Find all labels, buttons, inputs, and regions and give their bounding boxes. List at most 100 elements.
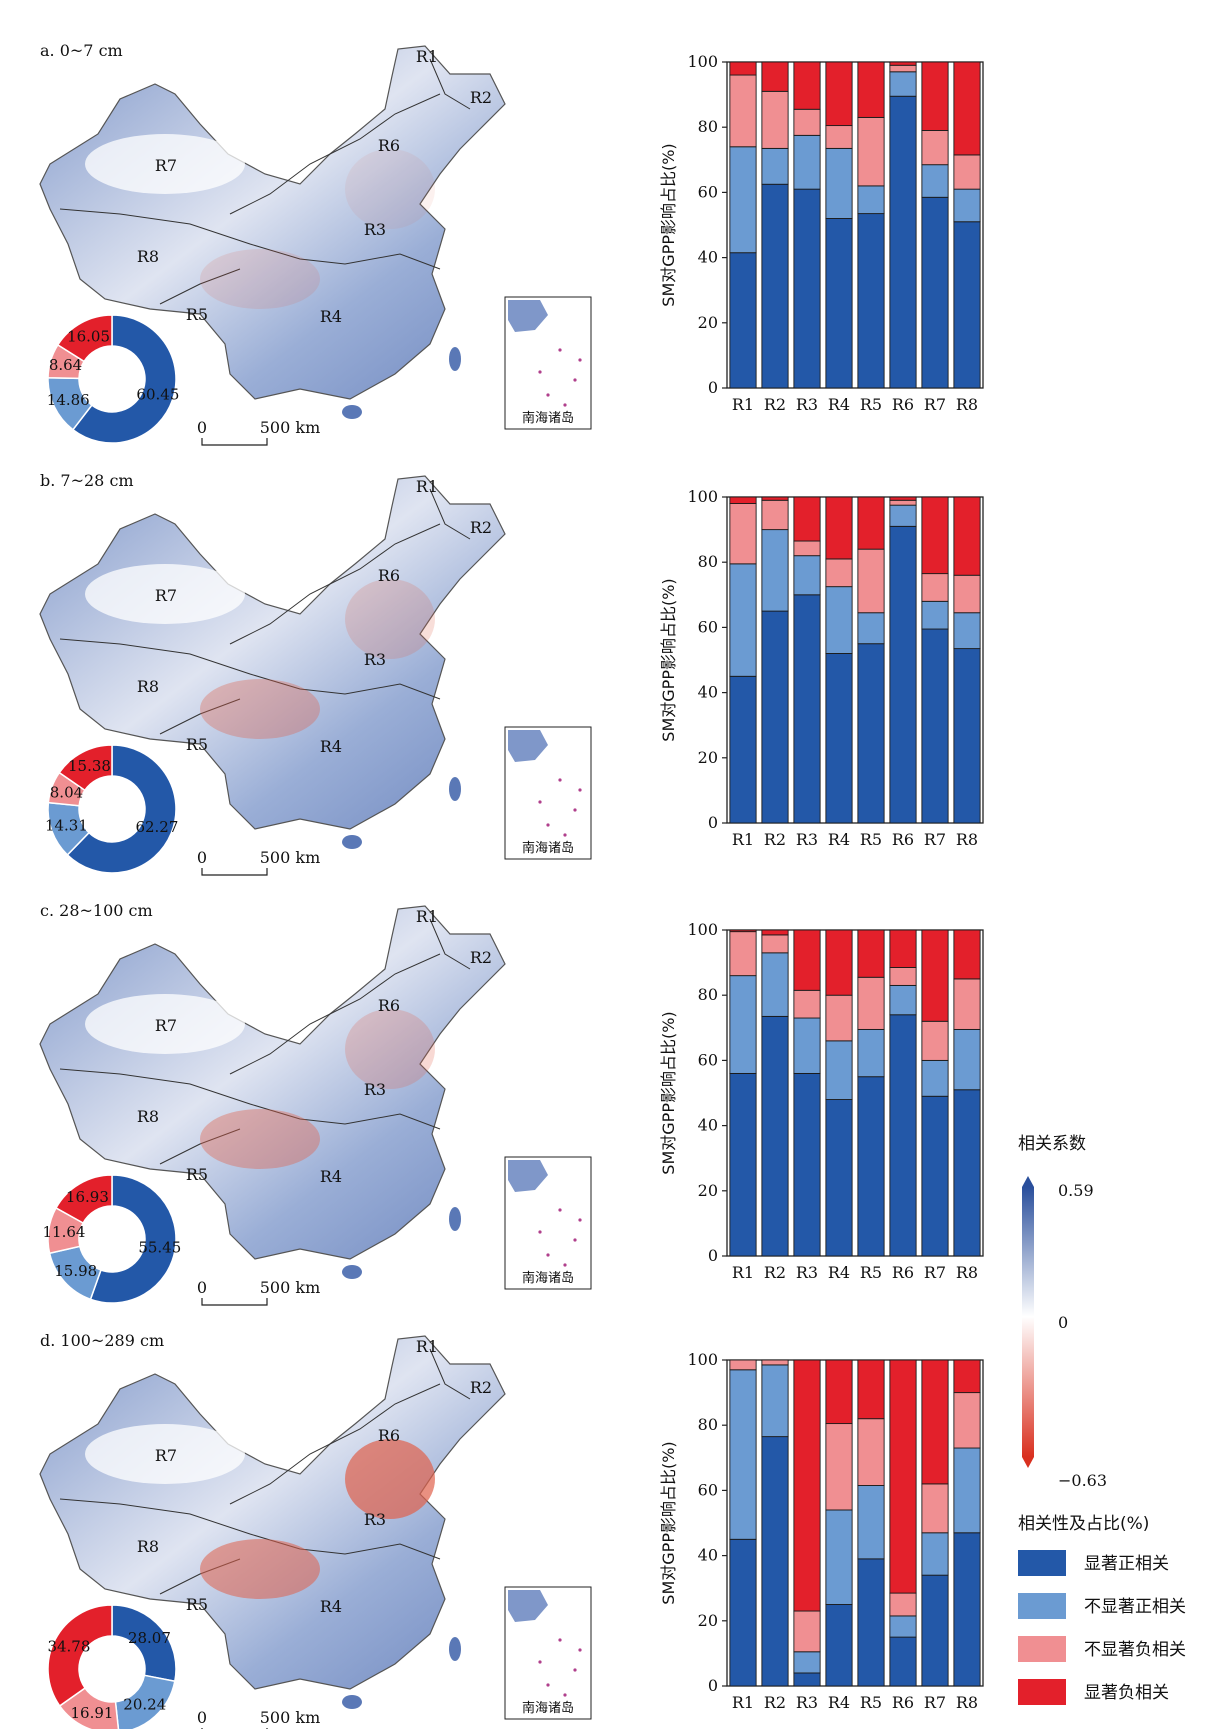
negative-correlation-patch <box>345 149 435 229</box>
bar-segment <box>825 929 853 996</box>
scale-bar-label: 500 km <box>260 1278 321 1297</box>
bar-segment <box>793 134 821 190</box>
low-correlation-patch <box>85 1424 245 1484</box>
y-tick-label: 0 <box>708 1676 718 1695</box>
island-dot <box>538 1660 542 1664</box>
bar-segment <box>825 1040 853 1100</box>
stacked-bar-chart: 0 20 40 60 80 100 R1 R2 R3 R4 R5 R6 R7 R8 SM对GPP影响占比(%… <box>659 52 984 414</box>
bar-segment <box>825 1099 853 1257</box>
region-label: R5 <box>186 735 208 754</box>
bar-segment <box>921 164 949 198</box>
region-label: R2 <box>470 88 492 107</box>
bar-segment <box>729 929 757 933</box>
bar-segment <box>761 952 789 1017</box>
bar-segment <box>825 1423 853 1511</box>
region-border <box>429 1348 471 1400</box>
region-label: R8 <box>137 677 159 696</box>
legend-title: 相关性及占比(%) <box>1018 1514 1149 1534</box>
region-border <box>429 918 471 970</box>
region-label: R7 <box>155 156 177 175</box>
bar-segment <box>889 504 917 527</box>
bar-segment <box>953 188 981 223</box>
negative-correlation-patch <box>345 579 435 659</box>
bar-segment <box>825 558 853 588</box>
bar-segment <box>953 154 981 190</box>
panel-label: c. 28~100 cm <box>40 901 153 920</box>
bar-segment <box>921 573 949 602</box>
y-axis-label: SM对GPP影响占比(%) <box>659 1441 678 1604</box>
bar-segment <box>889 967 917 986</box>
china-map: R1 R2 R6 R7 R3 R8 R4 R5 <box>39 45 506 419</box>
y-tick-label: 60 <box>698 1050 718 1069</box>
island-dot <box>546 1683 550 1687</box>
donut-chart: 55.45 15.98 11.64 16.93 <box>43 1174 181 1304</box>
bar-segment <box>889 1014 917 1257</box>
region-label: R3 <box>364 1080 386 1099</box>
y-tick-label: 40 <box>698 1546 718 1565</box>
region-border <box>59 1068 441 1130</box>
bar-segment <box>953 1089 981 1257</box>
bar-segment <box>921 1059 949 1097</box>
bar-segment <box>857 548 885 614</box>
bar-segment <box>857 1485 885 1560</box>
x-tick-label: R5 <box>860 1693 882 1712</box>
bar-segment <box>889 1359 917 1594</box>
bar-segment <box>889 61 917 66</box>
x-tick-label: R3 <box>796 1693 818 1712</box>
y-tick-label: 0 <box>708 813 718 832</box>
y-tick-label: 80 <box>698 985 718 1004</box>
bar-segment <box>953 496 981 576</box>
hainan-shape <box>342 405 362 419</box>
taiwan-shape <box>449 347 461 371</box>
x-tick-label: R5 <box>860 1263 882 1282</box>
stacked-bar-chart: 0 20 40 60 80 100 R1 R2 R3 R4 R5 R6 R7 R8 SM对GPP影响占比(%… <box>659 920 984 1282</box>
taiwan-shape <box>449 1637 461 1661</box>
island-dot <box>538 1230 542 1234</box>
island-dot <box>546 393 550 397</box>
bar-segment <box>825 1509 853 1605</box>
bar-segment <box>953 1359 981 1394</box>
y-tick-label: 0 <box>708 378 718 397</box>
bar-segment <box>921 1020 949 1061</box>
region-label: R4 <box>320 307 342 326</box>
bar-segment <box>761 1015 789 1257</box>
inset-coast <box>508 1590 548 1622</box>
y-tick-label: 80 <box>698 1415 718 1434</box>
bar-segment <box>889 95 917 389</box>
panel-label: d. 100~289 cm <box>40 1331 164 1350</box>
region-label: R6 <box>378 996 400 1015</box>
island-dot <box>573 378 577 382</box>
x-tick-label: R7 <box>924 395 946 414</box>
bar-segment <box>921 929 949 1022</box>
panel-label: b. 7~28 cm <box>40 471 134 490</box>
bar-segment <box>761 1359 789 1366</box>
negative-correlation-patch <box>200 1109 320 1169</box>
x-tick-label: R6 <box>892 830 914 849</box>
bar-segment <box>889 984 917 1016</box>
island-dot <box>563 1263 567 1267</box>
x-tick-label: R4 <box>828 830 850 849</box>
y-tick-label: 100 <box>687 52 718 71</box>
x-tick-label: R4 <box>828 1693 850 1712</box>
bar-segment <box>825 1359 853 1425</box>
bar-segment <box>857 1558 885 1687</box>
y-tick-label: 20 <box>698 1181 718 1200</box>
bar-segment <box>953 1028 981 1091</box>
region-border <box>159 1128 241 1165</box>
bar-segment <box>761 1364 789 1438</box>
bar-segment <box>857 116 885 187</box>
x-tick-label: R2 <box>764 1693 786 1712</box>
plot-frame <box>726 929 984 1257</box>
bar-segment <box>857 496 885 550</box>
donut-slice <box>89 1174 177 1304</box>
south-china-sea-inset: 南海诸岛 <box>504 726 592 860</box>
bar-segment <box>921 628 949 824</box>
y-tick-label: 100 <box>687 487 718 506</box>
island-dot <box>558 1638 562 1642</box>
panel-d: d. 100~289 cm R1 R2 R6 R7 R3 R8 R4 R5 南海诸岛 0 500 km… <box>39 1331 984 1729</box>
bar-segment <box>793 1359 821 1612</box>
bar-segment <box>825 994 853 1042</box>
panel-c: c. 28~100 cm R1 R2 R6 R7 R3 R8 R4 R5 南海诸岛 0 500 km 5… <box>39 901 984 1306</box>
legend-label-insig-neg: 不显著负相关 <box>1084 1640 1186 1660</box>
